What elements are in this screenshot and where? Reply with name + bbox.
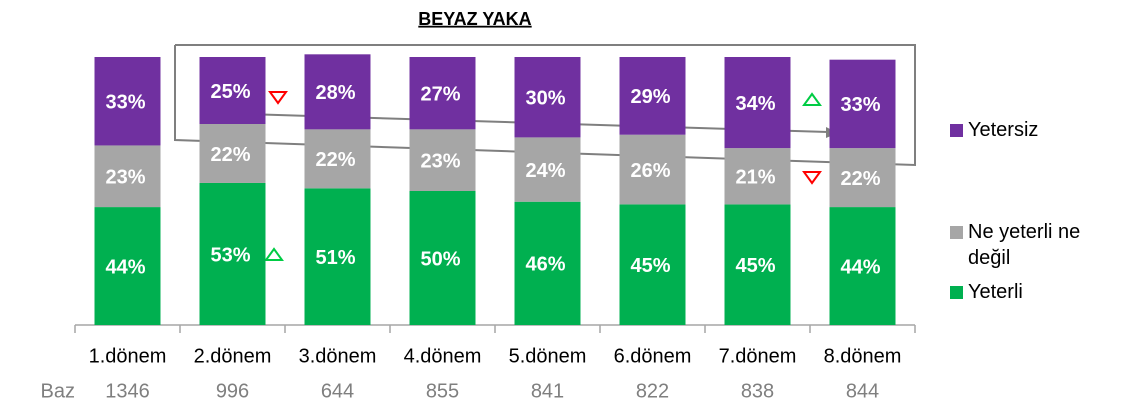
legend-swatch — [950, 226, 963, 239]
bar-segment — [304, 188, 371, 325]
value-label: 53% — [210, 244, 250, 266]
x-tick-label: 4.dönem — [404, 345, 482, 367]
up-triangle — [802, 92, 822, 106]
legend-swatch — [950, 124, 963, 137]
bar-segment — [199, 182, 266, 325]
value-label: 23% — [105, 167, 145, 189]
bar-segment — [829, 148, 896, 208]
bar-segment — [199, 57, 266, 124]
value-label: 33% — [105, 92, 145, 114]
bar-segment — [829, 59, 896, 149]
base-value: 996 — [216, 380, 249, 402]
bar-segment — [724, 57, 791, 149]
value-label: 44% — [840, 256, 880, 278]
value-label: 34% — [735, 93, 775, 115]
bar-segment — [619, 134, 686, 205]
legend-swatch — [950, 286, 963, 299]
chart-title: BEYAZ YAKA — [418, 9, 531, 29]
value-label: 26% — [630, 160, 670, 182]
bar-segment — [94, 207, 161, 325]
bar-segment — [94, 145, 161, 208]
base-value: 844 — [846, 380, 879, 402]
value-label: 22% — [840, 168, 880, 190]
legend-label: Yeterli — [968, 281, 1023, 303]
value-label: 24% — [525, 160, 565, 182]
bar-segment — [619, 204, 686, 325]
value-label: 33% — [840, 94, 880, 116]
x-tick-label: 3.dönem — [299, 345, 377, 367]
bar-segment — [619, 57, 686, 135]
value-label: 46% — [525, 254, 565, 276]
value-label: 44% — [105, 256, 145, 278]
highlight-frame — [174, 44, 916, 167]
bar-segment — [304, 54, 371, 130]
bar-segment — [409, 57, 476, 130]
value-label: 30% — [525, 87, 565, 109]
value-label: 25% — [210, 81, 250, 103]
value-label: 23% — [420, 150, 460, 172]
x-tick-label: 7.dönem — [719, 345, 797, 367]
legend-label: Ne yeterli ne değil — [968, 221, 1081, 269]
value-label: 27% — [420, 83, 460, 105]
value-label: 45% — [630, 255, 670, 277]
x-tick-label: 8.dönem — [824, 345, 902, 367]
bar-segment — [514, 137, 581, 202]
bar-segment — [514, 201, 581, 325]
value-label: 50% — [420, 248, 460, 270]
down-triangle — [268, 91, 288, 105]
base-label: Baz — [41, 380, 75, 402]
x-tick-label: 1.dönem — [89, 345, 167, 367]
value-label: 21% — [735, 167, 775, 189]
bar-segment — [514, 57, 581, 138]
bar-segment — [304, 129, 371, 189]
base-value: 1346 — [105, 380, 150, 402]
value-label: 22% — [210, 144, 250, 166]
x-tick-label: 5.dönem — [509, 345, 587, 367]
base-value: 855 — [426, 380, 459, 402]
x-tick-label: 6.dönem — [614, 345, 692, 367]
value-label: 45% — [735, 255, 775, 277]
bar-segment — [199, 124, 266, 183]
value-label: 51% — [315, 247, 355, 269]
base-value: 644 — [321, 380, 354, 402]
down-triangle — [802, 171, 822, 185]
up-triangle — [264, 247, 284, 261]
bar-segment — [724, 204, 791, 325]
legend-label: Yetersiz — [968, 119, 1039, 141]
bar-segment — [724, 148, 791, 205]
x-tick-label: 2.dönem — [194, 345, 272, 367]
bar-segment — [409, 129, 476, 191]
base-value: 841 — [531, 380, 564, 402]
value-label: 22% — [315, 149, 355, 171]
value-label: 28% — [315, 82, 355, 104]
bar-segment — [829, 207, 896, 325]
base-value: 838 — [741, 380, 774, 402]
base-value: 822 — [636, 380, 669, 402]
bar-segment — [94, 57, 161, 146]
bar-segment — [409, 191, 476, 325]
value-label: 29% — [630, 86, 670, 108]
